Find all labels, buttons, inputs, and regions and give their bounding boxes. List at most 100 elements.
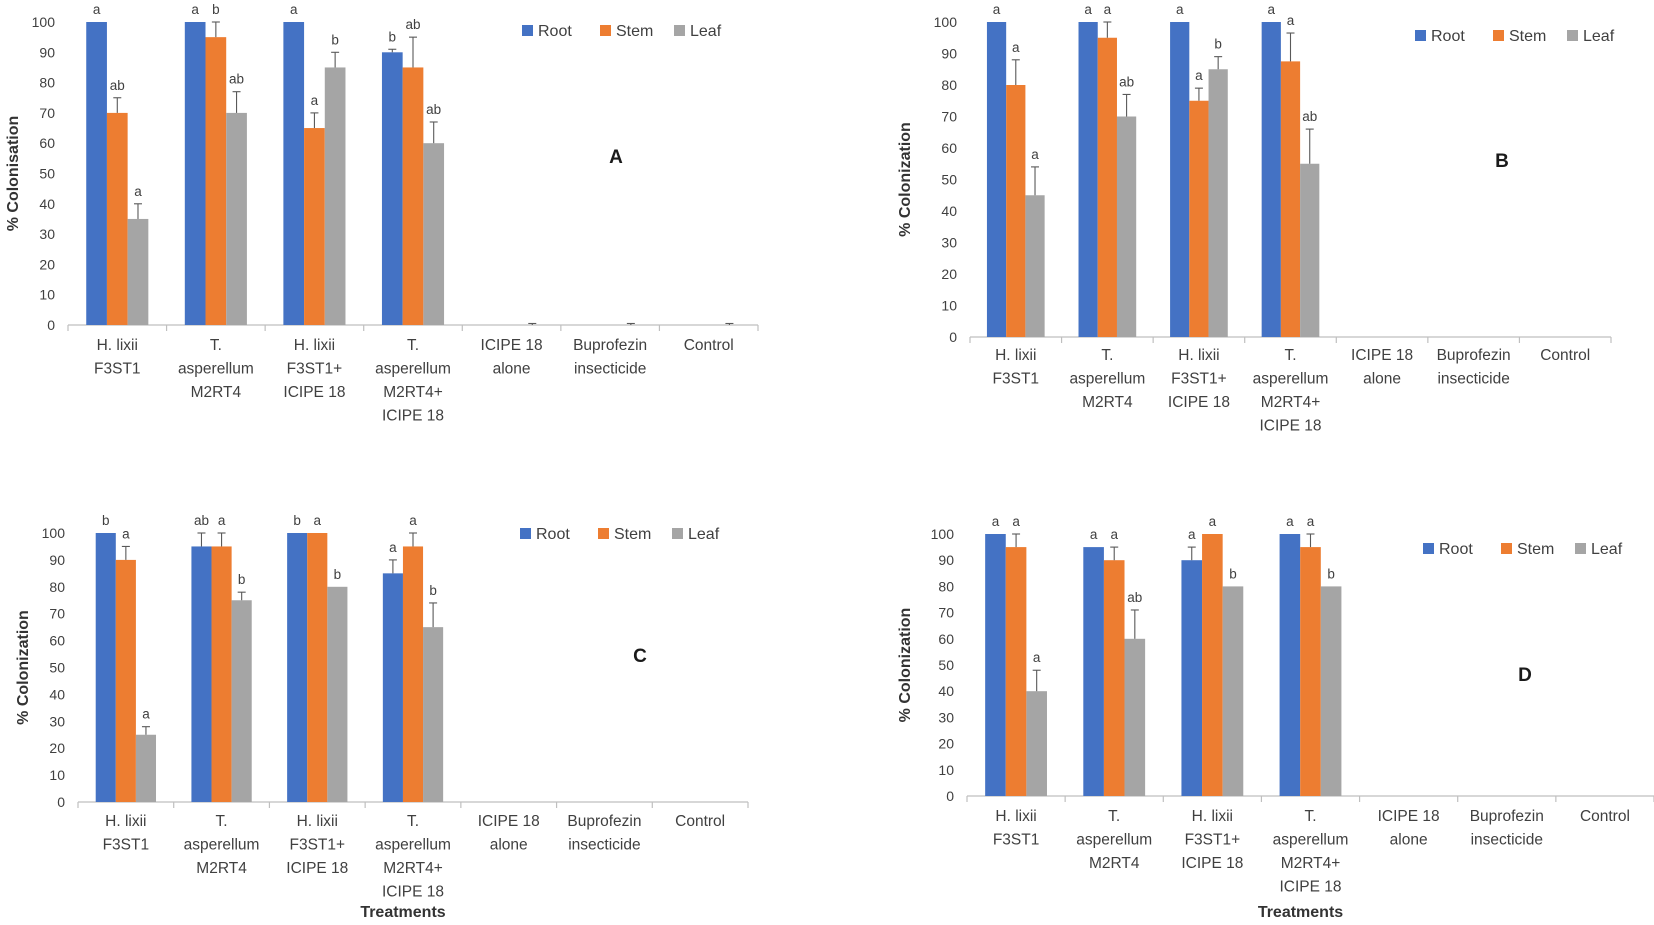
y-tick-label: 30 <box>39 226 55 242</box>
category-label: ICIPE 18 <box>481 337 543 354</box>
category-label: T. <box>210 337 222 354</box>
y-tick-label: 70 <box>49 606 65 622</box>
category-label: Control <box>1540 347 1590 364</box>
bar-root <box>382 573 403 802</box>
category-label: F3ST1+ <box>1171 371 1227 388</box>
significance-label: b <box>1214 37 1222 52</box>
category-label: H. lixii <box>297 813 338 830</box>
category-label: T. <box>1101 347 1113 364</box>
category-label: alone <box>493 361 531 378</box>
legend-label-root: Root <box>538 23 572 40</box>
category-label: M2RT4 <box>196 860 247 877</box>
y-tick-label: 0 <box>949 329 957 345</box>
bar-stem <box>1280 61 1301 337</box>
bar-root <box>184 22 206 325</box>
significance-label: a <box>1176 2 1184 17</box>
category-label: M2RT4 <box>1082 394 1133 411</box>
significance-label: a <box>1033 650 1041 665</box>
category-label: T. <box>407 337 419 354</box>
bar-stem <box>402 67 424 325</box>
category-label: ICIPE 18 <box>286 860 348 877</box>
category-label: H. lixii <box>97 337 138 354</box>
significance-label: b <box>1327 566 1335 581</box>
y-axis-title: % Colonization <box>897 608 914 723</box>
bar-stem <box>106 112 128 326</box>
category-label: H. lixii <box>294 337 335 354</box>
legend-swatch-leaf <box>1567 30 1578 41</box>
y-tick-label: 60 <box>39 135 55 151</box>
category-label: asperellum <box>1076 832 1152 849</box>
y-tick-label: 90 <box>39 44 55 60</box>
bar-leaf <box>1208 69 1228 337</box>
y-tick-label: 50 <box>941 172 957 188</box>
significance-label: a <box>191 2 199 17</box>
significance-label: a <box>290 2 298 17</box>
category-label: H. lixii <box>1178 347 1219 364</box>
y-axis-title: % Colonization <box>15 610 32 725</box>
bar-root <box>986 22 1007 337</box>
y-tick-label: 70 <box>39 105 55 121</box>
significance-label: b <box>238 572 246 587</box>
legend-label-leaf: Leaf <box>1583 28 1615 45</box>
y-tick-label: 0 <box>946 788 954 804</box>
y-tick-label: 0 <box>47 317 55 333</box>
bar-stem <box>1097 37 1117 337</box>
bar-leaf <box>1320 586 1342 796</box>
panel-letter: C <box>633 646 647 667</box>
significance-label: a <box>1195 68 1203 83</box>
significance-label: ab <box>1119 74 1134 89</box>
y-tick-label: 90 <box>941 46 957 62</box>
category-label: ICIPE 18 <box>1181 855 1243 872</box>
legend-swatch-leaf <box>674 25 685 36</box>
category-label: alone <box>1390 832 1428 849</box>
significance-label: ab <box>405 17 420 32</box>
y-tick-label: 40 <box>938 683 954 699</box>
significance-label: b <box>429 583 437 598</box>
bar-leaf <box>423 627 444 802</box>
legend-label-root: Root <box>1431 28 1465 45</box>
legend-label-stem: Stem <box>1509 28 1546 45</box>
y-tick-label: 100 <box>42 525 66 541</box>
significance-label: a <box>122 526 130 541</box>
bar-stem <box>402 546 424 802</box>
y-tick-label: 40 <box>49 686 65 702</box>
legend-swatch-leaf <box>672 528 683 539</box>
y-tick-label: 20 <box>49 740 65 756</box>
bar-stem <box>1103 560 1125 796</box>
significance-label: a <box>1286 514 1294 529</box>
significance-label: a <box>1031 147 1039 162</box>
y-tick-label: 30 <box>49 713 65 729</box>
y-tick-label: 40 <box>39 196 55 212</box>
significance-label: a <box>93 2 101 17</box>
category-label: ICIPE 18 <box>283 384 345 401</box>
category-label: ICIPE 18 <box>382 408 444 425</box>
y-tick-label: 30 <box>941 235 957 251</box>
y-tick-label: 70 <box>938 605 954 621</box>
panel-letter: D <box>1518 665 1532 686</box>
category-label: insecticide <box>568 837 640 854</box>
category-label: M2RT4+ <box>1261 394 1321 411</box>
significance-label: a <box>1188 527 1196 542</box>
significance-label: b <box>331 32 339 47</box>
bar-leaf <box>127 218 149 325</box>
y-tick-label: 60 <box>938 631 954 647</box>
y-tick-label: 10 <box>49 767 65 783</box>
y-tick-label: 100 <box>32 14 56 30</box>
category-label: ICIPE 18 <box>1279 879 1341 896</box>
bar-leaf <box>135 734 157 802</box>
bar-leaf <box>1300 163 1320 337</box>
category-label: F3ST1+ <box>1185 832 1241 849</box>
bar-leaf <box>1025 195 1045 337</box>
bar-root <box>191 546 212 802</box>
significance-label: ab <box>110 78 125 93</box>
y-tick-label: 0 <box>57 794 65 810</box>
y-tick-label: 10 <box>941 298 957 314</box>
category-label: asperellum <box>375 361 451 378</box>
y-tick-label: 20 <box>941 266 957 282</box>
category-label: insecticide <box>1471 832 1543 849</box>
bar-leaf <box>231 600 252 802</box>
